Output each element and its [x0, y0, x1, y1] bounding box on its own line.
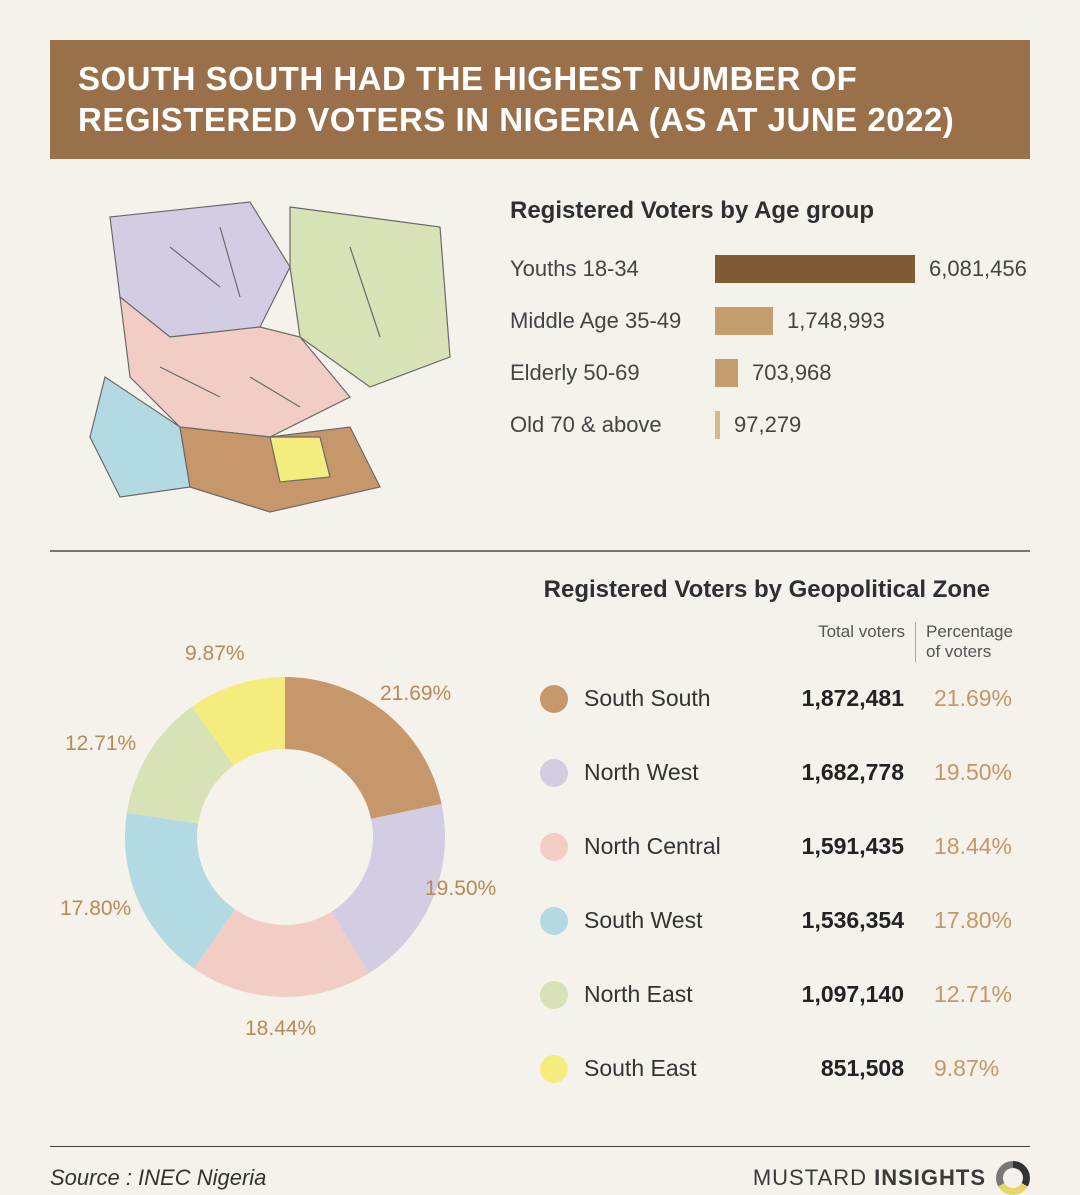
age-bar — [715, 307, 773, 335]
zone-total: 1,536,354 — [764, 907, 914, 934]
age-label: Old 70 & above — [510, 412, 715, 438]
age-bar — [715, 359, 738, 387]
zone-name: South West — [584, 907, 764, 934]
nigeria-map — [50, 187, 480, 522]
donut-label: 9.87% — [185, 642, 245, 666]
zone-table-header: Total voters Percentage of voters — [540, 622, 1030, 662]
zone-name: North West — [584, 759, 764, 786]
age-row: Old 70 & above 97,279 — [510, 399, 1030, 451]
zone-name: South South — [584, 685, 764, 712]
zone-row: North East 1,097,140 12.71% — [540, 958, 1030, 1032]
zone-total: 1,872,481 — [764, 685, 914, 712]
zone-total: 851,508 — [764, 1055, 914, 1082]
zone-section-title: Registered Voters by Geopolitical Zone — [50, 576, 1030, 604]
donut-label: 19.50% — [425, 877, 496, 901]
donut-label: 12.71% — [65, 732, 136, 756]
age-label: Youths 18-34 — [510, 256, 715, 282]
zone-name: North East — [584, 981, 764, 1008]
donut-chart: 21.69% 19.50% 18.44% 17.80% 12.71% 9.87% — [50, 622, 520, 1106]
age-value: 97,279 — [734, 412, 801, 438]
map-svg — [50, 187, 480, 517]
zone-pct: 18.44% — [914, 833, 1012, 860]
zone-name: North Central — [584, 833, 764, 860]
col-total: Total voters — [766, 622, 916, 662]
zone-swatch — [540, 759, 568, 787]
age-chart-title: Registered Voters by Age group — [510, 197, 1030, 225]
age-group-chart: Registered Voters by Age group Youths 18… — [510, 187, 1030, 522]
age-bar — [715, 411, 720, 439]
age-row: Elderly 50-69 703,968 — [510, 347, 1030, 399]
age-row: Middle Age 35-49 1,748,993 — [510, 295, 1030, 347]
age-bar — [715, 255, 915, 283]
zone-row: South East 851,508 9.87% — [540, 1032, 1030, 1106]
zone-swatch — [540, 833, 568, 861]
zone-swatch — [540, 907, 568, 935]
age-label: Elderly 50-69 — [510, 360, 715, 386]
age-row: Youths 18-34 6,081,456 — [510, 243, 1030, 295]
donut-label: 18.44% — [245, 1017, 316, 1041]
brand-light: MUSTARD — [753, 1165, 874, 1190]
zone-total: 1,097,140 — [764, 981, 914, 1008]
zone-pct: 12.71% — [914, 981, 1012, 1008]
brand-bold: INSIGHTS — [874, 1165, 986, 1190]
zone-row: South South 1,872,481 21.69% — [540, 662, 1030, 736]
col-pct: Percentage of voters — [916, 622, 1030, 662]
age-value: 703,968 — [752, 360, 832, 386]
brand-logo-icon — [996, 1161, 1030, 1195]
page-title: SOUTH SOUTH HAD THE HIGHEST NUMBER OF RE… — [50, 40, 1030, 159]
zone-swatch — [540, 981, 568, 1009]
zone-swatch — [540, 685, 568, 713]
zone-pct: 17.80% — [914, 907, 1012, 934]
zone-row: North West 1,682,778 19.50% — [540, 736, 1030, 810]
age-label: Middle Age 35-49 — [510, 308, 715, 334]
zone-table: Total voters Percentage of voters South … — [540, 622, 1030, 1106]
zone-pct: 21.69% — [914, 685, 1012, 712]
age-value: 6,081,456 — [929, 256, 1027, 282]
zone-pct: 9.87% — [914, 1055, 999, 1082]
zone-name: South East — [584, 1055, 764, 1082]
donut-label: 17.80% — [60, 897, 131, 921]
age-value: 1,748,993 — [787, 308, 885, 334]
donut-label: 21.69% — [380, 682, 451, 706]
zone-swatch — [540, 1055, 568, 1083]
zone-pct: 19.50% — [914, 759, 1012, 786]
zone-row: South West 1,536,354 17.80% — [540, 884, 1030, 958]
zone-row: North Central 1,591,435 18.44% — [540, 810, 1030, 884]
brand-label: MUSTARD INSIGHTS — [753, 1161, 1030, 1195]
section-divider — [50, 550, 1030, 552]
zone-total: 1,682,778 — [764, 759, 914, 786]
zone-total: 1,591,435 — [764, 833, 914, 860]
source-text: Source : INEC Nigeria — [50, 1165, 266, 1191]
